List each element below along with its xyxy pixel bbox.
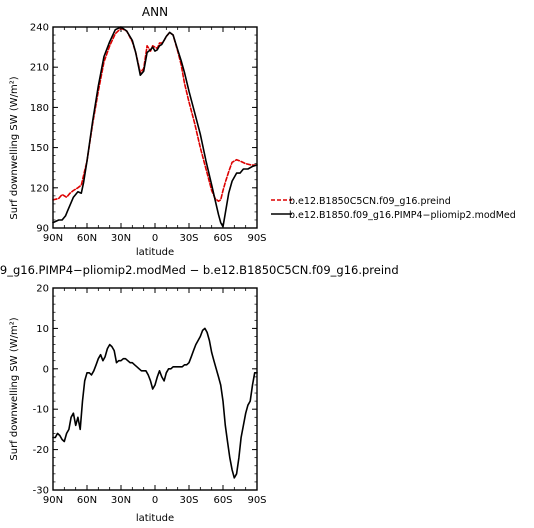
- bottom-y-tick-label: 10: [36, 324, 49, 335]
- bottom-x-tick-label: 30N: [111, 495, 131, 506]
- top-x-tick-label: 30N: [111, 233, 131, 244]
- top-chart-title: ANN: [142, 5, 168, 19]
- bottom-x-tick-label: 60S: [213, 495, 232, 506]
- bottom-chart-title: b.e12.B1850.f09_g16.PIMP4−pliomip2.modMe…: [0, 263, 399, 277]
- top-y-axis-label: Surf downwelling SW (W/m²): [9, 76, 20, 219]
- bottom-y-tick-label: 20: [36, 284, 49, 295]
- bottom-series-line-0: [52, 327, 258, 479]
- bottom-y-tick-label: -10: [33, 405, 49, 416]
- bottom-x-tick-label: 90N: [43, 495, 63, 506]
- top-x-tick-label: 0: [152, 233, 158, 244]
- legend-label-pliomip: b.e12.B1850.f09_g16.PIMP4−pliomip2.modMe…: [289, 210, 516, 221]
- top-x-tick-label: 60S: [213, 233, 232, 244]
- legend-label-preind: b.e12.B1850C5CN.f09_g16.preind: [289, 196, 451, 207]
- bottom-x-axis-label: latitude: [136, 513, 174, 524]
- bottom-y-tick-label: 0: [43, 364, 49, 375]
- top-panel: ANN Surf downwelling SW (W/m²) latitude …: [9, 5, 267, 258]
- bottom-x-tick-label: 0: [152, 495, 158, 506]
- top-x-tick-label: 30S: [179, 233, 198, 244]
- top-y-tick-label: 180: [30, 103, 49, 114]
- top-x-axis-label: latitude: [136, 247, 174, 258]
- bottom-x-tick-label: 60N: [77, 495, 97, 506]
- top-y-tick-label: 120: [30, 183, 49, 194]
- top-series-line-1: [52, 26, 258, 228]
- legend: b.e12.B1850C5CN.f09_g16.preind b.e12.B18…: [271, 196, 516, 221]
- bottom-x-tick-label: 90S: [247, 495, 266, 506]
- bottom-y-axis-label: Surf downwelling SW (W/m²): [9, 317, 20, 460]
- top-x-tick-label: 90N: [43, 233, 63, 244]
- bottom-panel: b.e12.B1850.f09_g16.PIMP4−pliomip2.modMe…: [0, 263, 399, 524]
- bottom-y-tick-label: -20: [33, 445, 49, 456]
- top-y-tick-label: 240: [30, 23, 49, 34]
- top-y-tick-label: 90: [36, 224, 49, 235]
- top-x-tick-label: 90S: [247, 233, 266, 244]
- top-series-line-0: [52, 27, 258, 202]
- bottom-y-tick-label: -30: [33, 486, 49, 497]
- top-y-tick-label: 150: [30, 143, 49, 154]
- top-y-tick-label: 210: [30, 63, 49, 74]
- bottom-x-tick-label: 30S: [179, 495, 198, 506]
- top-plot-frame: [52, 26, 258, 229]
- top-x-tick-label: 60N: [77, 233, 97, 244]
